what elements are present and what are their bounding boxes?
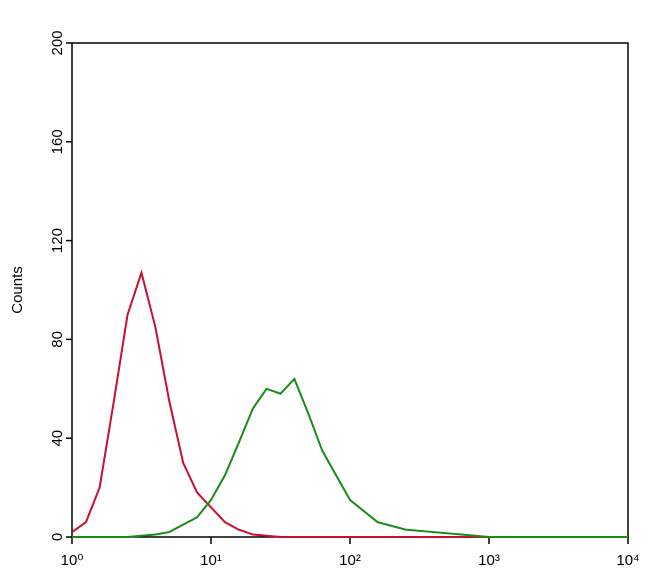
x-tick-label: 10² <box>339 552 361 569</box>
y-tick-label: 80 <box>49 331 66 348</box>
y-tick-label: 120 <box>49 228 66 253</box>
x-tick-label: 10⁴ <box>616 552 639 569</box>
x-tick-label: 10¹ <box>200 552 222 569</box>
y-tick-label: 40 <box>49 430 66 447</box>
series-line <box>72 377 628 538</box>
y-tick-label: 160 <box>49 129 66 154</box>
y-axis-label: Counts <box>9 266 26 314</box>
y-tick-label: 200 <box>49 30 66 55</box>
series-line <box>71 269 628 538</box>
x-tick-label: 10⁰ <box>61 552 84 569</box>
plot-frame <box>71 42 629 538</box>
x-tick-label: 10³ <box>478 552 500 569</box>
y-tick-label: 0 <box>49 533 66 541</box>
